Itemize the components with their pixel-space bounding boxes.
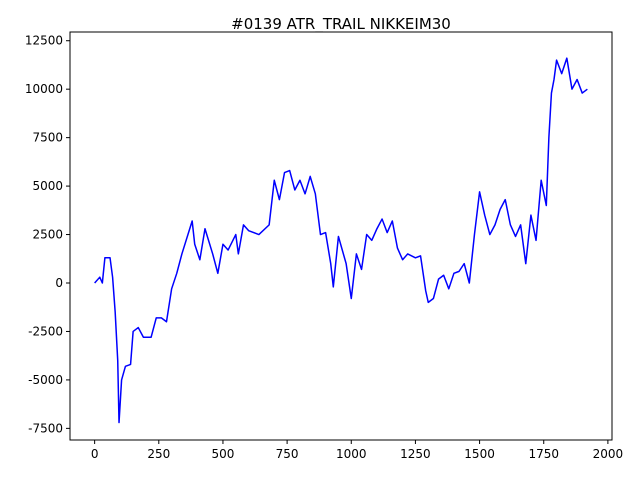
- x-tick-label: 2000: [593, 447, 624, 461]
- y-tick-label: -5000: [28, 373, 63, 387]
- x-tick-label: 1250: [400, 447, 431, 461]
- y-tick-label: -2500: [28, 324, 63, 338]
- line-series: [94, 57, 588, 424]
- x-tick-label: 1000: [336, 447, 367, 461]
- x-tick-label: 750: [276, 447, 299, 461]
- y-tick-label: 12500: [25, 34, 63, 48]
- y-tick-label: 10000: [25, 82, 63, 96]
- y-tick-label: 0: [55, 276, 63, 290]
- y-tick-label: 5000: [32, 179, 63, 193]
- chart-title: #0139 ATR_TRAIL NIKKEIM30: [231, 15, 451, 34]
- x-tick-label: 500: [211, 447, 234, 461]
- plot-frame: [69, 31, 613, 441]
- y-tick-label: -7500: [28, 421, 63, 435]
- x-tick-label: 250: [147, 447, 170, 461]
- y-tick-label: 7500: [32, 131, 63, 145]
- x-tick-label: 1750: [528, 447, 559, 461]
- x-tick-label: 0: [91, 447, 99, 461]
- x-tick-label: 1500: [464, 447, 495, 461]
- y-tick-label: 2500: [32, 228, 63, 242]
